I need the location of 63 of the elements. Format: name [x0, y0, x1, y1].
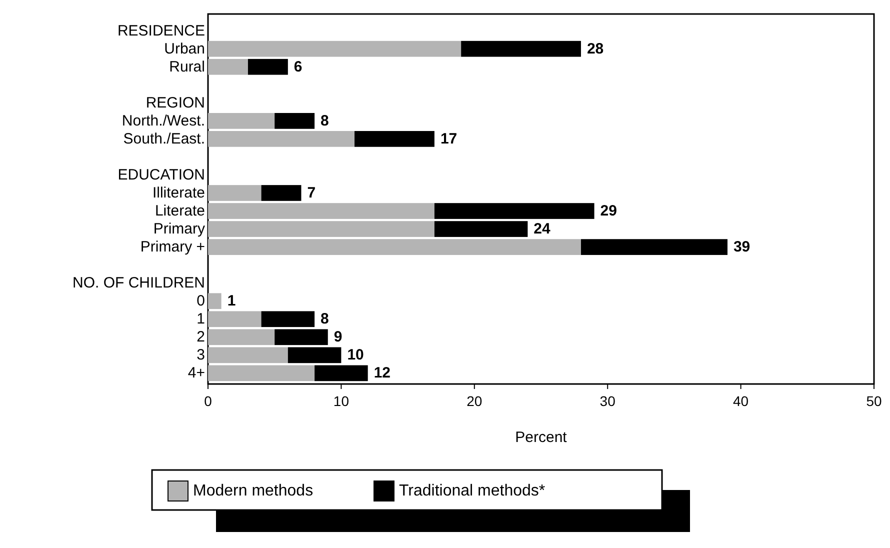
y-tick-label: NO. OF CHILDREN: [72, 274, 205, 292]
total-label: 12: [374, 364, 391, 382]
bar: [288, 347, 342, 364]
y-tick-label: South./East.: [123, 130, 205, 148]
y-tick-label: Primary +: [140, 238, 206, 256]
total-label: 1: [227, 292, 236, 310]
y-tick-label: North./West.: [122, 112, 205, 130]
bar: [274, 112, 315, 129]
bar: [434, 203, 594, 219]
x-axis-title: Percent: [515, 429, 568, 446]
y-tick-label: Urban: [164, 40, 205, 58]
bar: [261, 185, 302, 201]
y-tick-label: Primary: [153, 220, 206, 238]
x-tick-label: 40: [733, 393, 749, 409]
total-label: 24: [534, 220, 552, 238]
total-label: 9: [334, 328, 342, 346]
x-tick-label: 30: [600, 393, 616, 409]
y-tick-label: Illiterate: [152, 184, 205, 202]
total-label: 17: [440, 130, 458, 148]
y-tick-label: 1: [196, 310, 205, 328]
bar: [274, 329, 328, 346]
bar: [208, 311, 262, 328]
bar: [354, 131, 434, 147]
y-tick-label: 0: [196, 292, 205, 310]
total-label: 28: [586, 40, 604, 58]
bar: [208, 112, 275, 129]
bar: [208, 239, 581, 255]
total-label: 10: [347, 346, 364, 364]
bar: [208, 203, 434, 219]
bar: [314, 365, 368, 382]
total-label: 8: [320, 310, 329, 328]
y-tick-label: EDUCATION: [118, 166, 205, 184]
y-tick-label: Rural: [169, 58, 205, 76]
bar: [208, 131, 355, 147]
bar: [580, 239, 728, 255]
bar: [208, 40, 462, 57]
bar: [208, 58, 248, 75]
bar: [208, 221, 434, 237]
y-tick-label: 2: [196, 328, 205, 346]
legend-label: Traditional methods*: [399, 482, 546, 500]
total-label: 6: [294, 58, 302, 76]
bar: [208, 365, 315, 382]
total-label: 8: [320, 112, 329, 130]
bar: [208, 329, 275, 346]
bar: [434, 221, 528, 237]
x-tick-label: 20: [466, 393, 482, 409]
total-label: 39: [733, 238, 750, 256]
y-tick-label: 3: [196, 346, 205, 364]
total-label: 29: [600, 202, 617, 220]
bar: [208, 347, 288, 364]
y-tick-label: REGION: [146, 94, 205, 112]
bar: [248, 58, 288, 75]
bar: [461, 40, 581, 57]
y-tick-label: RESIDENCE: [117, 22, 205, 40]
x-tick-label: 10: [333, 393, 350, 409]
y-tick-label: Literate: [154, 202, 205, 220]
y-tick-label: 4+: [188, 364, 206, 382]
x-tick-label: 50: [866, 393, 882, 409]
legend-label: Modern methods: [193, 482, 314, 500]
bar: [208, 293, 222, 310]
bar: [208, 185, 262, 201]
bar: [261, 311, 315, 328]
total-label: 7: [307, 184, 316, 202]
